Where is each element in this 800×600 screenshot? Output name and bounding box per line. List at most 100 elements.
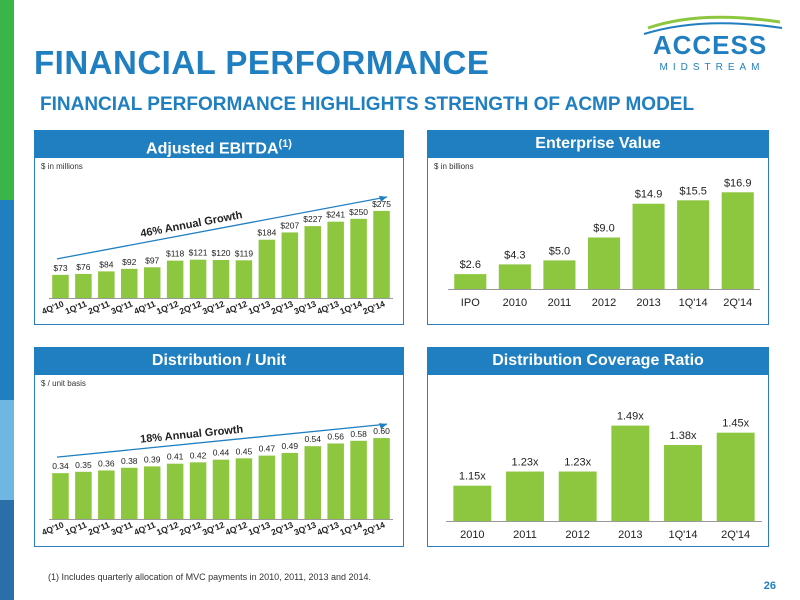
dist-bar <box>166 463 184 519</box>
ev-data-label: $15.5 <box>679 185 707 197</box>
ebitda-panel: Adjusted EBITDA(1) $ in millions $73 4Q'1… <box>34 130 404 325</box>
ebitda-data-label: $84 <box>99 259 113 269</box>
ev-unit-label: $ in billions <box>434 162 474 171</box>
dist-tick-label: 2Q'11 <box>87 519 112 537</box>
ebitda-data-label: $97 <box>145 255 159 265</box>
ev-bar <box>677 200 710 289</box>
ebitda-data-label: $121 <box>189 248 208 258</box>
distribution-unit-label: $ / unit basis <box>41 379 86 388</box>
coverage-bar <box>664 445 702 521</box>
ev-data-label: $9.0 <box>593 223 614 235</box>
ebitda-tick-label: 4Q'12 <box>224 298 249 316</box>
dist-tick-label: 1Q'14 <box>338 519 363 537</box>
coverage-bar <box>558 471 597 521</box>
ebitda-bar <box>166 260 184 298</box>
distribution-panel-title: Distribution / Unit <box>151 352 287 369</box>
ev-bar <box>498 264 531 289</box>
dist-bar <box>304 446 321 519</box>
ebitda-tick-label: 1Q'12 <box>155 298 180 316</box>
dist-data-label: 0.42 <box>190 450 207 460</box>
dist-bar <box>212 459 230 519</box>
ev-bar <box>632 203 665 289</box>
ebitda-bar <box>143 267 161 298</box>
ebitda-tick-label: 3Q'12 <box>201 298 226 316</box>
dist-data-label: 0.49 <box>282 441 299 451</box>
ev-chart: $2.6 IPO $4.3 2010 $5.0 2011 $9.0 2012 $14.9 2013… <box>448 177 760 309</box>
distribution-chart: 0.34 4Q'10 0.35 1Q'11 0.36 2Q'11 0.38 3Q'11 0.39… <box>40 423 393 537</box>
ebitda-tick-label: 2Q'12 <box>178 298 203 316</box>
coverage-bar <box>611 425 650 521</box>
coverage-panel-header: Distribution Coverage Ratio <box>427 347 769 375</box>
ebitda-data-label: $241 <box>326 210 345 220</box>
stripe-dark-blue <box>0 500 14 600</box>
logo-tagline: MIDSTREAM <box>660 62 765 73</box>
ev-tick-label: IPO <box>461 297 480 309</box>
ebitda-data-label: $92 <box>122 257 136 267</box>
dist-tick-label: 4Q'10 <box>40 519 65 537</box>
dist-tick-label: 1Q'11 <box>64 519 89 537</box>
ebitda-bar <box>52 274 69 298</box>
ebitda-bar <box>121 268 138 298</box>
coverage-chart: 1.15x 2010 1.23x 2011 1.23x 2012 1.49x 2013 1.38… <box>446 411 762 541</box>
dist-data-label: 0.39 <box>144 454 161 464</box>
coverage-bar <box>453 485 492 521</box>
dist-data-label: 0.38 <box>121 456 138 466</box>
ebitda-tick-label: 4Q'10 <box>40 298 65 316</box>
ev-data-label: $16.9 <box>724 177 752 189</box>
coverage-bar <box>506 471 544 521</box>
distribution-panel-header: Distribution / Unit <box>34 347 404 375</box>
dist-tick-label: 2Q'14 <box>361 519 386 537</box>
page-title: FINANCIAL PERFORMANCE <box>34 44 490 81</box>
ev-panel-title: Enterprise Value <box>535 135 661 152</box>
ebitda-tick-label: 4Q'11 <box>132 298 157 316</box>
ebitda-chart: $73 4Q'10 $76 1Q'11 $84 2Q'11 $92 3Q'11 $97 4Q'11… <box>40 195 393 316</box>
dist-bar <box>350 440 367 519</box>
ebitda-tick-label: 2Q'13 <box>270 298 295 316</box>
coverage-bar <box>716 432 755 521</box>
dist-trend-line <box>56 423 388 458</box>
dist-data-label: 0.54 <box>304 434 321 444</box>
ebitda-panel-title: Adjusted EBITDA <box>146 140 279 158</box>
ebitda-trend-label: 46% Annual Growth <box>139 209 243 240</box>
coverage-panel: Distribution Coverage Ratio 1.15x 2010 1.2… <box>427 347 769 547</box>
coverage-tick-label: 2011 <box>513 529 537 541</box>
coverage-tick-label: 2Q'14 <box>721 529 750 541</box>
dist-data-label: 0.58 <box>350 429 367 439</box>
dist-data-label: 0.56 <box>327 431 344 441</box>
ebitda-trend-line <box>56 196 388 260</box>
ebitda-bar <box>258 239 276 298</box>
ebitda-tick-label: 1Q'14 <box>338 298 363 316</box>
ev-bar <box>587 237 621 289</box>
coverage-tick-label: 2012 <box>565 529 589 541</box>
coverage-tick-label: 2013 <box>618 529 642 541</box>
dist-data-label: 0.47 <box>259 444 276 454</box>
dist-tick-label: 4Q'12 <box>224 519 249 537</box>
ebitda-data-label: $120 <box>212 248 231 258</box>
page-number: 26 <box>763 580 776 592</box>
ev-tick-label: 2010 <box>503 297 527 309</box>
dist-trend-label: 18% Annual Growth <box>140 423 244 445</box>
ebitda-data-label: $119 <box>235 248 254 258</box>
ebitda-bar <box>373 210 390 298</box>
coverage-data-label: 1.23x <box>564 457 591 469</box>
ebitda-tick-label: 2Q'11 <box>87 298 112 316</box>
distribution-panel: Distribution / Unit $ / unit basis 0.34 4… <box>34 347 404 547</box>
ebitda-data-label: $184 <box>257 228 276 238</box>
ebitda-bar <box>75 273 92 298</box>
ev-bar <box>543 260 576 289</box>
ev-panel: Enterprise Value $ in billions $2.6 IPO $4… <box>427 130 769 325</box>
ebitda-bar <box>235 260 253 298</box>
coverage-tick-label: 2010 <box>460 529 484 541</box>
ebitda-bar <box>281 232 299 298</box>
coverage-panel-title: Distribution Coverage Ratio <box>492 352 704 369</box>
ebitda-trend-arrowhead <box>379 195 387 202</box>
company-logo: ACCESS MIDSTREAM <box>643 15 783 73</box>
coverage-data-label: 1.45x <box>722 418 749 430</box>
ebitda-tick-label: 3Q'13 <box>293 298 318 316</box>
coverage-data-label: 1.15x <box>459 471 486 483</box>
ebitda-bar <box>212 260 230 298</box>
ebitda-bar <box>304 226 321 298</box>
dist-tick-label: 2Q'12 <box>178 519 203 537</box>
dist-bar <box>235 458 253 519</box>
ev-tick-label: 2011 <box>548 297 572 309</box>
